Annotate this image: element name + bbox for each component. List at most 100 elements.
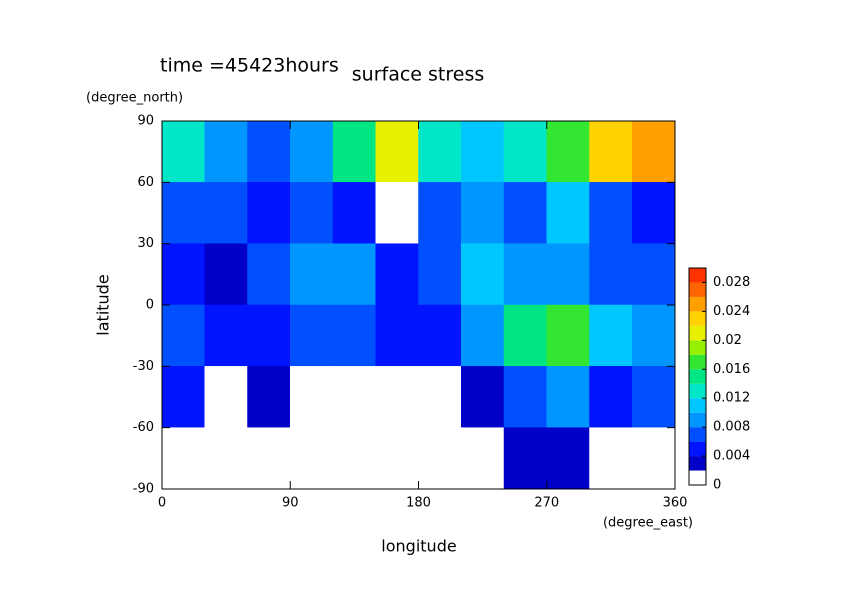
- colorbar-band: [689, 268, 706, 283]
- contour-cell: [589, 366, 633, 428]
- colorbar-band: [689, 398, 706, 413]
- contour-cell: [204, 182, 248, 244]
- contour-cell: [632, 182, 676, 244]
- contour-cell: [247, 182, 291, 244]
- x-tick-label: 180: [406, 496, 431, 511]
- contour-cell: [332, 182, 376, 244]
- contour-cell: [546, 304, 590, 367]
- colorbar-tick-label: 0.016: [713, 362, 750, 377]
- colorbar-frame: [688, 267, 707, 486]
- colorbar-tick-label: 0.004: [713, 449, 750, 464]
- chart-title: surface stress: [352, 64, 485, 86]
- contour-cell: [461, 243, 505, 306]
- contour-cell: [461, 182, 505, 244]
- contour-cell: [461, 304, 505, 367]
- colorbar-band: [689, 282, 706, 297]
- contour-cell: [461, 366, 505, 428]
- contour-cell: [418, 120, 462, 183]
- contour-cell: [332, 304, 376, 367]
- y-axis-label: latitude: [94, 274, 113, 335]
- colorbar-tick-label: 0.024: [713, 304, 750, 319]
- colorbar-band: [689, 456, 706, 471]
- contour-cell: [332, 427, 376, 490]
- y-tick-label: 60: [137, 175, 154, 190]
- y-tick-label: 0: [146, 298, 154, 313]
- contour-cell: [290, 304, 334, 367]
- contour-cell: [375, 366, 419, 428]
- contour-cell: [204, 243, 248, 306]
- contour-cell: [290, 427, 334, 490]
- colorbar-band: [689, 311, 706, 326]
- contour-cell: [461, 120, 505, 183]
- contour-cell: [632, 427, 676, 490]
- contour-cell: [161, 304, 205, 367]
- chart-subtitle: time =45423hours: [160, 55, 339, 77]
- contour-cell: [418, 304, 462, 367]
- contour-cell: [161, 243, 205, 306]
- contour-cell: [204, 120, 248, 183]
- colorbar-tick-label: 0.02: [713, 333, 742, 348]
- contour-cell: [503, 427, 547, 490]
- colorbar-band: [689, 412, 706, 428]
- contour-cell: [204, 304, 248, 367]
- contour-cell: [418, 427, 462, 490]
- colorbar-band: [689, 325, 706, 341]
- contour-cell: [418, 366, 462, 428]
- colorbar-tick-label: 0.012: [713, 391, 750, 406]
- contour-cell: [632, 304, 676, 367]
- contour-cell: [375, 427, 419, 490]
- colorbar-band: [689, 340, 706, 355]
- x-tick-label: 0: [158, 496, 166, 511]
- contour-cell: [204, 427, 248, 490]
- colorbar-band: [689, 441, 706, 457]
- contour-cell: [503, 120, 547, 183]
- contour-cell: [503, 366, 547, 428]
- y-tick-label: 30: [137, 236, 154, 251]
- contour-cell: [332, 366, 376, 428]
- contour-cell: [546, 243, 590, 306]
- contour-cell: [290, 366, 334, 428]
- colorbar-band: [689, 354, 706, 370]
- contour-cell: [632, 366, 676, 428]
- y-tick-label: -60: [133, 420, 154, 435]
- contour-cell: [503, 182, 547, 244]
- contour-cell: [589, 243, 633, 306]
- contour-cell: [632, 120, 676, 183]
- contour-cell: [589, 427, 633, 490]
- contour-cell: [375, 304, 419, 367]
- contour-cell: [589, 120, 633, 183]
- contour-cell: [461, 427, 505, 490]
- contour-cell: [503, 304, 547, 367]
- contour-cell: [589, 182, 633, 244]
- contour-cell: [589, 304, 633, 367]
- contour-cell: [418, 182, 462, 244]
- colorbar-band: [689, 296, 706, 312]
- contour-cell: [375, 120, 419, 183]
- contour-cell: [290, 120, 334, 183]
- contour-cell: [247, 120, 291, 183]
- x-tick-label: 360: [663, 496, 688, 511]
- contour-cell: [375, 182, 419, 244]
- y-tick-label: -90: [133, 482, 154, 497]
- contour-cell: [503, 243, 547, 306]
- contour-cell: [332, 243, 376, 306]
- contour-cell: [247, 243, 291, 306]
- contour-cell: [546, 427, 590, 490]
- contour-cell: [332, 120, 376, 183]
- contour-cell: [418, 243, 462, 306]
- x-axis-label: longitude: [381, 537, 456, 556]
- contour-cell: [546, 120, 590, 183]
- contour-cell: [161, 366, 205, 428]
- colorbar-band: [689, 383, 706, 399]
- contour-cell: [204, 366, 248, 428]
- x-tick-label: 90: [282, 496, 299, 511]
- colorbar-tick-label: 0.028: [713, 275, 750, 290]
- contour-cell: [161, 120, 205, 183]
- y-units: (degree_north): [86, 91, 183, 106]
- contour-cell: [375, 243, 419, 306]
- contour-cell: [546, 182, 590, 244]
- contour-cell: [247, 427, 291, 490]
- colorbar-band: [689, 470, 706, 485]
- contour-cell: [161, 427, 205, 490]
